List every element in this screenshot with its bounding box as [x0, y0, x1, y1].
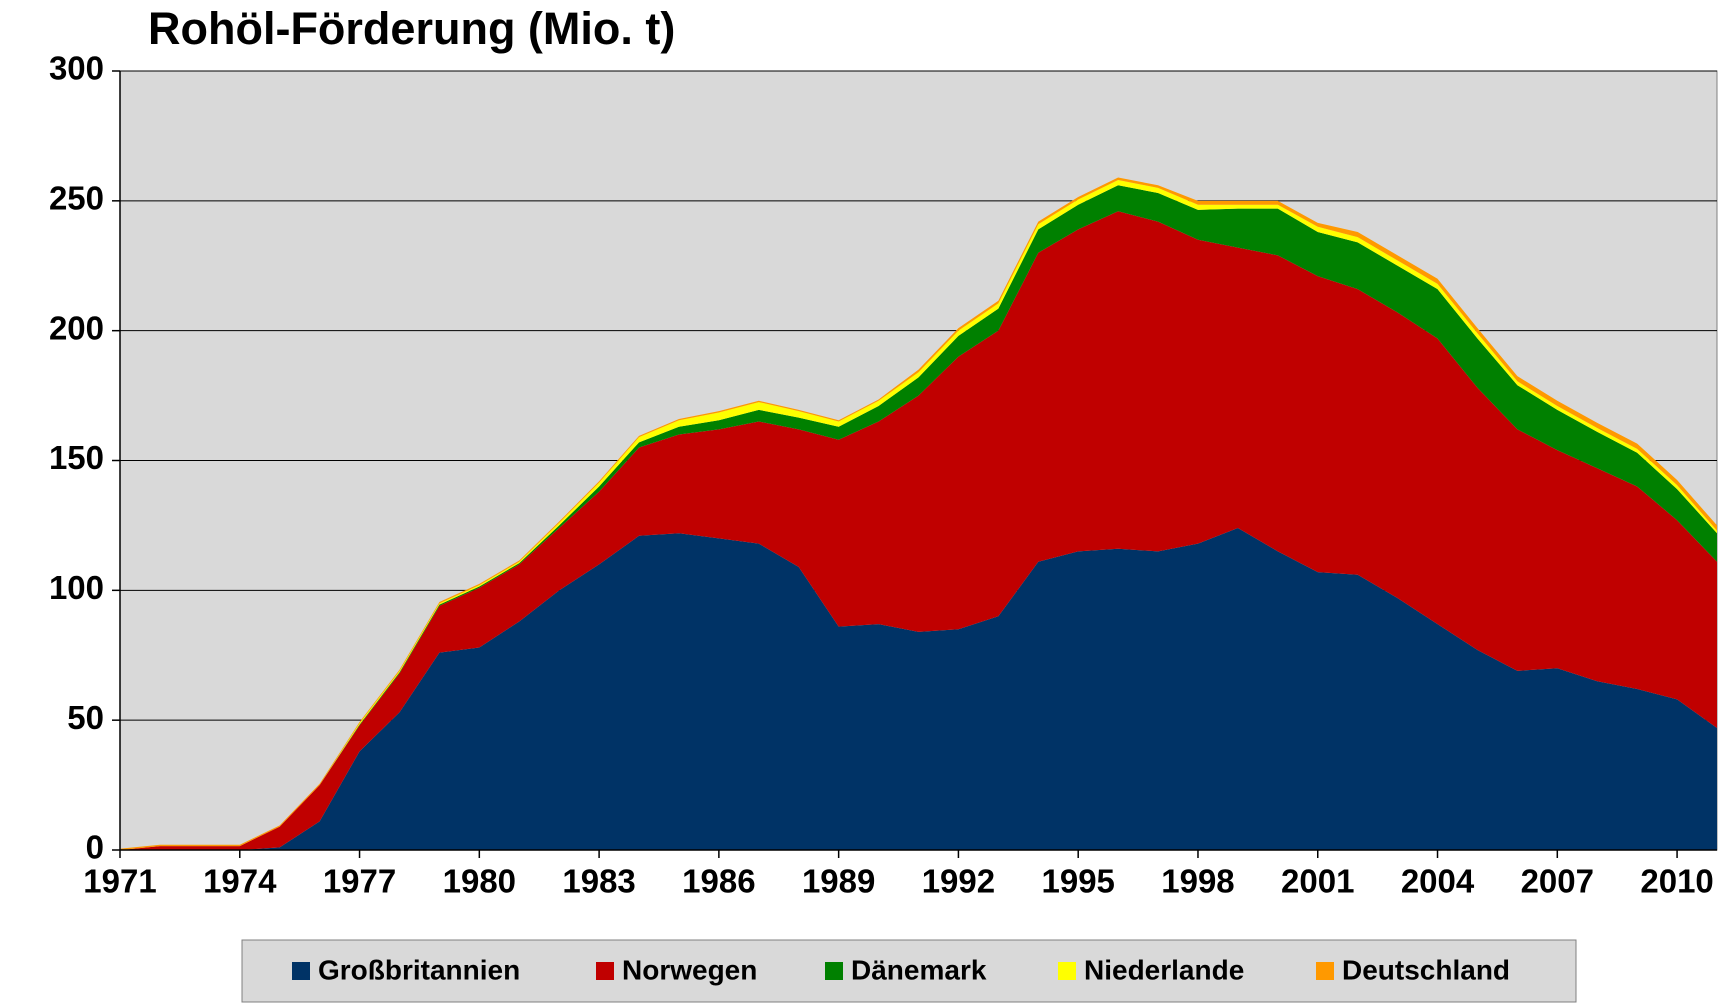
area [120, 211, 1717, 851]
legend-swatch [825, 962, 843, 980]
x-tick-label: 1977 [323, 863, 396, 900]
y-tick-label: 250 [49, 180, 104, 217]
y-tick-label: 200 [49, 309, 104, 346]
x-tick-label: 2010 [1640, 863, 1713, 900]
legend-label: Großbritannien [318, 954, 520, 985]
x-tick-label: 1980 [443, 863, 516, 900]
legend-swatch [292, 962, 310, 980]
legend-swatch [596, 962, 614, 980]
legend-label: Deutschland [1342, 954, 1510, 985]
chart-title: Rohöl-Förderung (Mio. t) [148, 3, 675, 54]
y-tick-label: 300 [49, 50, 104, 87]
legend-label: Dänemark [851, 954, 987, 985]
legend-swatch [1058, 962, 1076, 980]
areas [120, 177, 1717, 851]
y-tick-label: 150 [49, 439, 104, 476]
x-tick-label: 1971 [83, 863, 156, 900]
x-tick-label: 1995 [1041, 863, 1114, 900]
legend-label: Niederlande [1084, 954, 1244, 985]
area [120, 528, 1717, 850]
legend-label: Norwegen [622, 954, 757, 985]
legend-box [241, 939, 1577, 1003]
x-tick-label: 1974 [203, 863, 277, 900]
x-tick-label: 2004 [1401, 863, 1475, 900]
y-tick-label: 100 [49, 569, 104, 606]
x-tick-label: 1983 [562, 863, 635, 900]
legend: Großbritannien Norwegen Dänemark Niederland… [292, 954, 1510, 985]
x-tick-label: 1986 [682, 863, 755, 900]
x-tick-label: 1992 [922, 863, 995, 900]
x-tick-label: 1998 [1161, 863, 1234, 900]
axes: 0 50 100 150 200 250 300 1971 1974 1977 1980 1983 19… [49, 50, 1717, 900]
x-tick-label: 1989 [802, 863, 875, 900]
y-tick-label: 0 [86, 829, 104, 866]
legend-swatch [1316, 962, 1334, 980]
y-tick-label: 50 [67, 699, 104, 736]
x-tick-label: 2001 [1281, 863, 1354, 900]
x-tick-label: 2007 [1521, 863, 1594, 900]
